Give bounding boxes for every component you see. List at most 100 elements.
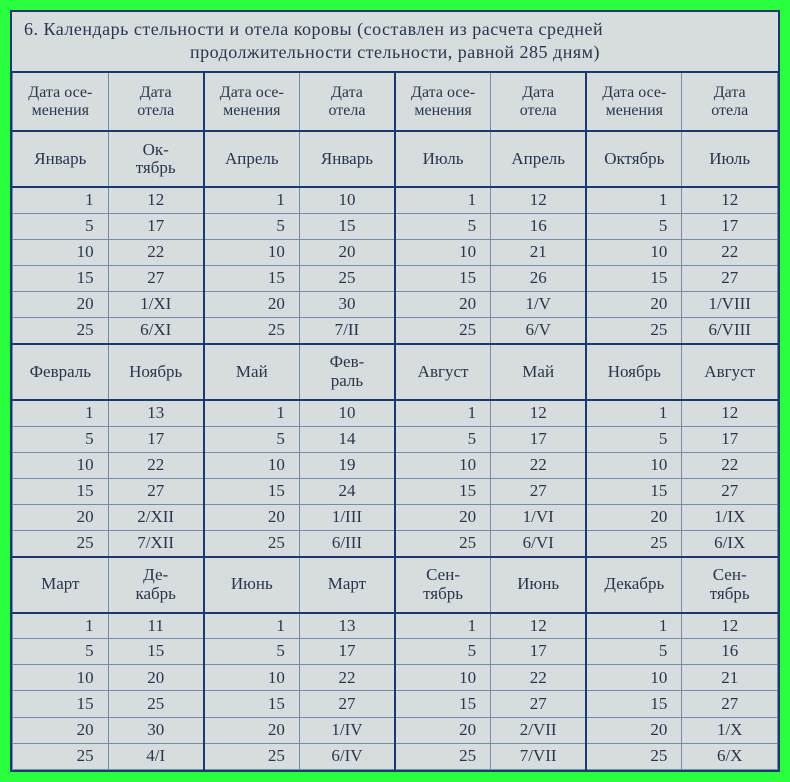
month-otel: Июль — [682, 131, 778, 187]
month-osemenenie: Декабрь — [586, 557, 682, 613]
cell-otel-date: 6/IV — [299, 743, 395, 769]
col-header-osemenenie: Дата осе-менения — [204, 73, 300, 131]
cell-osemenenie-date: 10 — [586, 452, 682, 478]
cell-osemenenie-date: 25 — [204, 743, 300, 769]
month-osemenenie: Май — [204, 344, 300, 400]
cell-otel-date: 6/V — [491, 318, 587, 344]
cell-osemenenie-date: 10 — [395, 240, 491, 266]
cell-otel-date: 22 — [108, 240, 204, 266]
cell-otel-date: 22 — [491, 665, 587, 691]
cell-otel-date: 17 — [299, 639, 395, 665]
table-row: 1525152715271527 — [13, 691, 778, 717]
cell-osemenenie-date: 15 — [395, 266, 491, 292]
cell-otel-date: 13 — [299, 613, 395, 639]
month-osemenenie: Октябрь — [586, 131, 682, 187]
cell-otel-date: 17 — [491, 639, 587, 665]
cell-otel-date: 12 — [491, 613, 587, 639]
cell-otel-date: 17 — [491, 426, 587, 452]
col-header-otel: Датаотела — [491, 73, 587, 131]
cell-otel-date: 22 — [299, 665, 395, 691]
cell-otel-date: 19 — [299, 452, 395, 478]
cell-otel-date: 1/III — [299, 504, 395, 530]
cell-otel-date: 17 — [108, 213, 204, 239]
table-row: 1020102210221021 — [13, 665, 778, 691]
cell-osemenenie-date: 1 — [586, 400, 682, 426]
cell-otel-date: 7/VII — [491, 743, 587, 769]
cell-otel-date: 25 — [299, 266, 395, 292]
cell-osemenenie-date: 15 — [395, 478, 491, 504]
cell-osemenenie-date: 10 — [204, 665, 300, 691]
cell-otel-date: 2/VII — [491, 717, 587, 743]
cell-osemenenie-date: 15 — [586, 691, 682, 717]
cell-osemenenie-date: 20 — [586, 292, 682, 318]
cell-osemenenie-date: 5 — [586, 426, 682, 452]
month-otel: Ок-тябрь — [108, 131, 204, 187]
cell-otel-date: 14 — [299, 426, 395, 452]
cell-osemenenie-date: 1 — [204, 613, 300, 639]
cell-otel-date: 20 — [299, 240, 395, 266]
cell-otel-date: 15 — [108, 639, 204, 665]
col-header-osemenenie: Дата осе-менения — [586, 73, 682, 131]
cell-osemenenie-date: 25 — [586, 743, 682, 769]
cell-osemenenie-date: 10 — [395, 452, 491, 478]
cell-osemenenie-date: 10 — [586, 665, 682, 691]
cell-osemenenie-date: 1 — [586, 613, 682, 639]
table-row: 1022102010211022 — [13, 240, 778, 266]
cell-osemenenie-date: 1 — [13, 613, 109, 639]
cell-osemenenie-date: 10 — [204, 452, 300, 478]
col-header-osemenenie: Дата осе-менения — [13, 73, 109, 131]
col-header-otel: Датаотела — [108, 73, 204, 131]
table-row: 201/XI2030201/V201/VIII — [13, 292, 778, 318]
cell-otel-date: 6/VI — [491, 530, 587, 556]
cell-otel-date: 7/XII — [108, 530, 204, 556]
cell-otel-date: 26 — [491, 266, 587, 292]
table-row: 256/XI257/II256/V256/VIII — [13, 318, 778, 344]
month-row: МартДе-кабрьИюньМартСен-тябрьИюньДекабрь… — [13, 557, 778, 613]
cell-otel-date: 27 — [108, 478, 204, 504]
month-otel: Сен-тябрь — [682, 557, 778, 613]
cell-otel-date: 12 — [491, 400, 587, 426]
month-otel: Август — [682, 344, 778, 400]
table-row: 2030201/IV202/VII201/X — [13, 717, 778, 743]
cell-osemenenie-date: 1 — [13, 400, 109, 426]
cell-otel-date: 6/X — [682, 743, 778, 769]
cell-osemenenie-date: 1 — [586, 187, 682, 213]
title-box: 6. Календарь стельности и отела коровы (… — [12, 12, 778, 73]
table-row: 517514517517 — [13, 426, 778, 452]
cell-otel-date: 22 — [682, 452, 778, 478]
cell-otel-date: 20 — [108, 665, 204, 691]
cell-osemenenie-date: 20 — [13, 292, 109, 318]
cell-osemenenie-date: 20 — [204, 504, 300, 530]
cell-osemenenie-date: 20 — [13, 504, 109, 530]
cell-otel-date: 1/X — [682, 717, 778, 743]
cell-otel-date: 21 — [682, 665, 778, 691]
table-row: 202/XII201/III201/VI201/IX — [13, 504, 778, 530]
cell-osemenenie-date: 1 — [395, 187, 491, 213]
cell-osemenenie-date: 15 — [586, 478, 682, 504]
cell-otel-date: 1/V — [491, 292, 587, 318]
month-row: ФевральНоябрьМайФев-ральАвгустМайНоябрьА… — [13, 344, 778, 400]
cell-otel-date: 27 — [491, 691, 587, 717]
table-row: 112110112112 — [13, 187, 778, 213]
month-osemenenie: Июль — [395, 131, 491, 187]
cell-osemenenie-date: 15 — [395, 691, 491, 717]
cell-osemenenie-date: 10 — [13, 452, 109, 478]
cell-osemenenie-date: 5 — [395, 213, 491, 239]
month-osemenenie: Сен-тябрь — [395, 557, 491, 613]
cell-osemenenie-date: 15 — [13, 266, 109, 292]
cell-otel-date: 1/VIII — [682, 292, 778, 318]
cell-otel-date: 6/III — [299, 530, 395, 556]
cell-osemenenie-date: 25 — [204, 530, 300, 556]
cell-osemenenie-date: 1 — [13, 187, 109, 213]
cell-otel-date: 12 — [108, 187, 204, 213]
month-otel: Апрель — [491, 131, 587, 187]
cell-otel-date: 22 — [682, 240, 778, 266]
table-row: 1527152515261527 — [13, 266, 778, 292]
cell-otel-date: 1/XI — [108, 292, 204, 318]
cell-otel-date: 21 — [491, 240, 587, 266]
cell-otel-date: 4/I — [108, 743, 204, 769]
cell-otel-date: 7/II — [299, 318, 395, 344]
cell-otel-date: 30 — [108, 717, 204, 743]
table-row: 257/XII256/III256/VI256/IX — [13, 530, 778, 556]
cell-osemenenie-date: 10 — [13, 665, 109, 691]
